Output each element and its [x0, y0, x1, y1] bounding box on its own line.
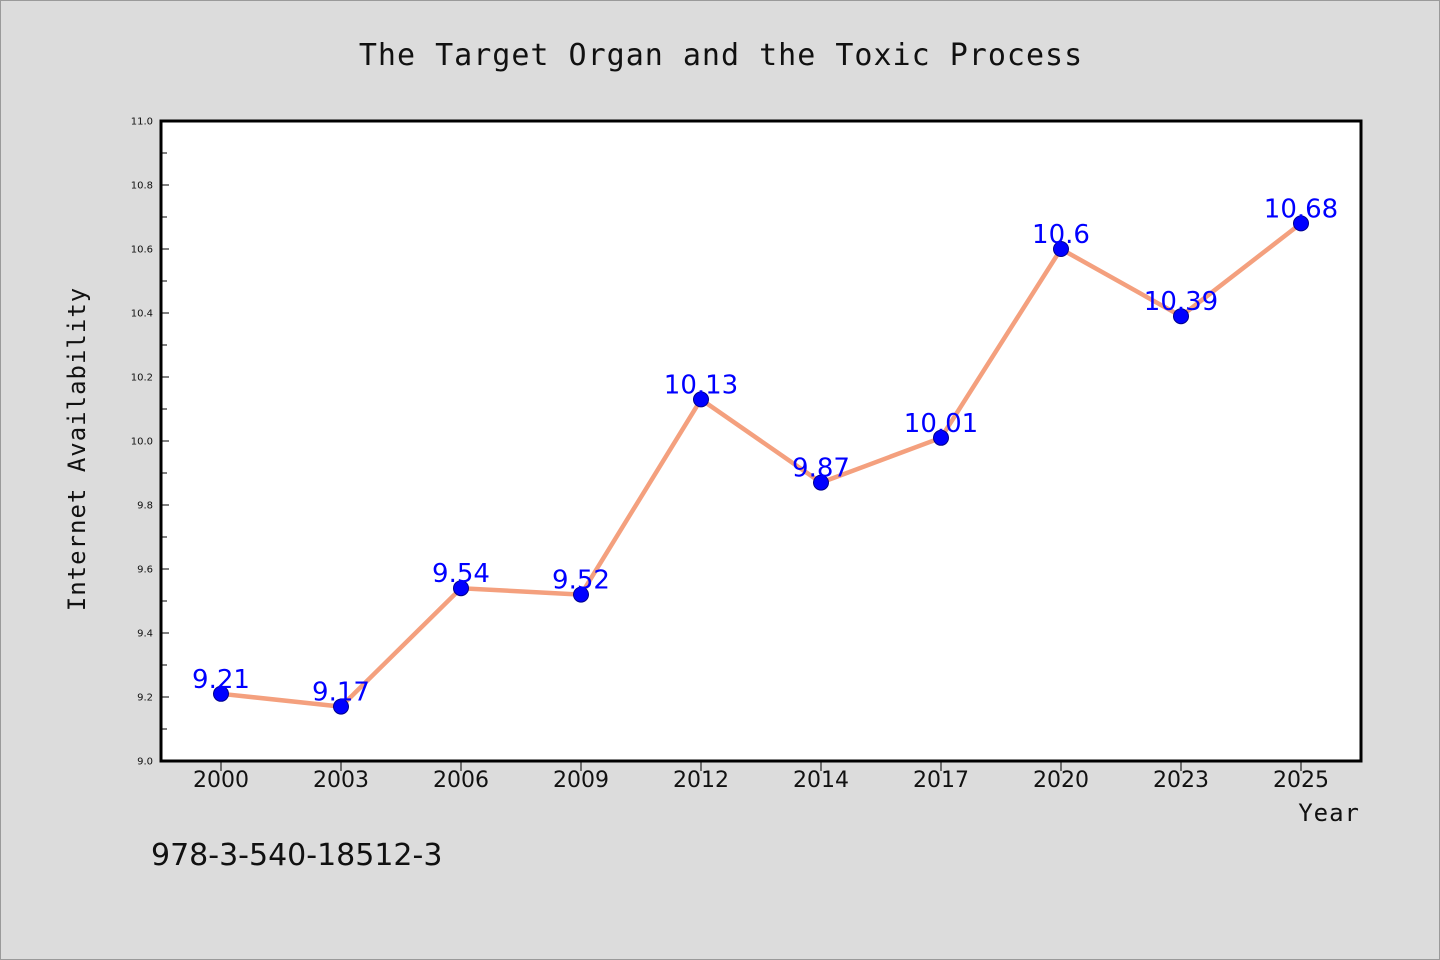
- x-tick-label: 2020: [1033, 768, 1089, 793]
- y-tick-label: 9.6: [137, 565, 153, 576]
- data-label: 10.01: [904, 409, 978, 439]
- footnote-isbn: 978-3-540-18512-3: [151, 838, 442, 873]
- data-labels: 9.21 9.17 9.54 9.52 10.13 9.87 10.01 10.6 10.39 1…: [192, 194, 1338, 707]
- data-label: 9.17: [312, 678, 370, 708]
- data-label: 10.68: [1264, 194, 1338, 224]
- y-tick-label: 9.8: [137, 501, 153, 512]
- x-axis-label: Year: [1298, 799, 1360, 827]
- data-point: [453, 580, 469, 597]
- y-tick-label: 9.2: [137, 693, 153, 704]
- x-tick-label: 2014: [793, 768, 849, 793]
- data-point: [813, 474, 829, 491]
- x-tick-label: 2003: [313, 768, 369, 793]
- series-lines: [218, 221, 1304, 709]
- y-tick-label: 9.4: [137, 629, 153, 640]
- data-point: [1173, 308, 1189, 325]
- series-line: [218, 221, 1304, 709]
- data-point: [333, 698, 349, 715]
- data-point: [1293, 215, 1309, 232]
- x-tick-label: 2012: [673, 768, 729, 793]
- y-axis-label: Internet Availability: [63, 287, 91, 611]
- data-point: [573, 586, 589, 603]
- data-point: [1053, 241, 1069, 257]
- y-tick-label: 10.8: [131, 181, 153, 192]
- data-point: [213, 685, 229, 702]
- y-tick-label: 10.0: [131, 437, 153, 448]
- y-tick-label: 10.2: [131, 373, 153, 384]
- data-label: 10.6: [1032, 220, 1090, 250]
- x-tick-label: 2009: [553, 768, 609, 793]
- x-axis-ticks: 2000 2003 2006 2009 2012 2014 2017 2020 2023 2025: [193, 761, 1329, 793]
- chart-title: The Target Organ and the Toxic Process: [359, 38, 1083, 73]
- x-tick-label: 2006: [433, 768, 489, 793]
- y-tick-label: 9.0: [137, 757, 153, 768]
- x-tick-label: 2017: [913, 768, 969, 793]
- x-tick-label: 2023: [1153, 768, 1209, 793]
- data-label: 10.13: [664, 370, 738, 400]
- y-tick-label: 10.4: [131, 309, 153, 320]
- y-axis-ticks: 9.0 9.2 9.4 9.6 9.8 10.0 10.2 10.4 10.6 10.8 11.0: [131, 117, 169, 768]
- x-tick-label: 2000: [193, 768, 249, 793]
- data-point: [933, 429, 949, 446]
- data-label: 9.21: [192, 665, 250, 695]
- data-label: 9.87: [792, 454, 850, 484]
- x-tick-label: 2025: [1273, 768, 1329, 793]
- y-tick-label: 10.6: [131, 245, 153, 256]
- data-point: [693, 391, 709, 408]
- data-label: 9.54: [432, 559, 490, 589]
- data-markers: [213, 215, 1309, 715]
- data-label: 10.39: [1144, 287, 1218, 317]
- data-label: 9.52: [552, 566, 610, 596]
- y-tick-label: 11.0: [131, 117, 153, 128]
